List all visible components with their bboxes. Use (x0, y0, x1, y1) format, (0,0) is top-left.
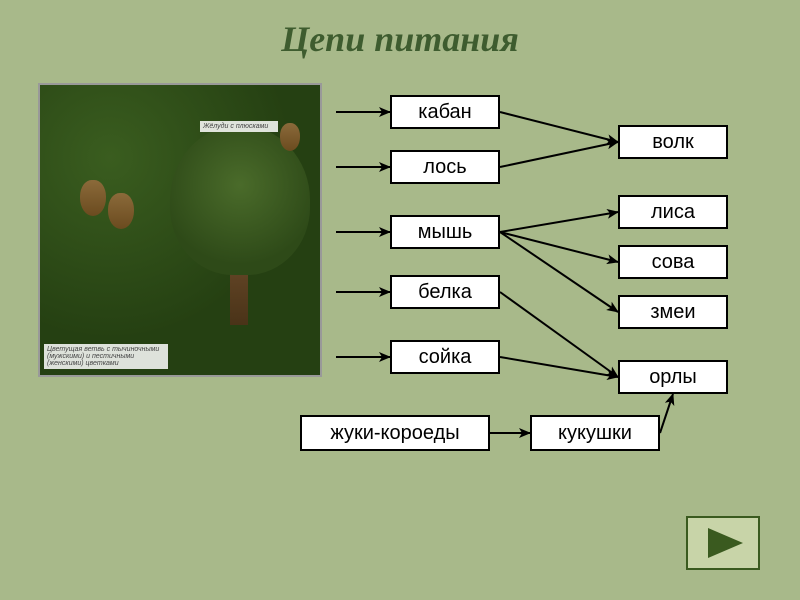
play-icon (688, 518, 758, 568)
node-zhuki: жуки-короеды (300, 415, 490, 451)
node-mysh: мышь (390, 215, 500, 249)
page-title: Цепи питания (0, 18, 800, 60)
node-soika: сойка (390, 340, 500, 374)
oak-illustration: Цветущая ветвь с тычиночными (мужскими) … (40, 85, 320, 375)
edge-arrow (500, 357, 618, 377)
acorn-icon (80, 180, 106, 216)
photo-caption-left: Цветущая ветвь с тычиночными (мужскими) … (44, 344, 168, 369)
node-kaban: кабан (390, 95, 500, 129)
tree-icon (170, 125, 310, 325)
photo-caption-right: Жёлуди с плюсками (200, 121, 278, 132)
edge-arrow (500, 232, 618, 312)
edge-arrow (500, 142, 618, 167)
node-zmei: змеи (618, 295, 728, 329)
edge-arrow (500, 292, 618, 377)
node-los: лось (390, 150, 500, 184)
next-slide-button[interactable] (686, 516, 760, 570)
node-lisa: лиса (618, 195, 728, 229)
node-orly: орлы (618, 360, 728, 394)
node-sova: сова (618, 245, 728, 279)
node-belka: белка (390, 275, 500, 309)
acorn-icon (280, 123, 300, 151)
edge-arrow (500, 212, 618, 232)
node-kukush: кукушки (530, 415, 660, 451)
edge-arrow (660, 394, 673, 433)
node-volk: волк (618, 125, 728, 159)
edge-arrow (500, 112, 618, 142)
edge-arrow (500, 232, 618, 262)
acorn-icon (108, 193, 134, 229)
